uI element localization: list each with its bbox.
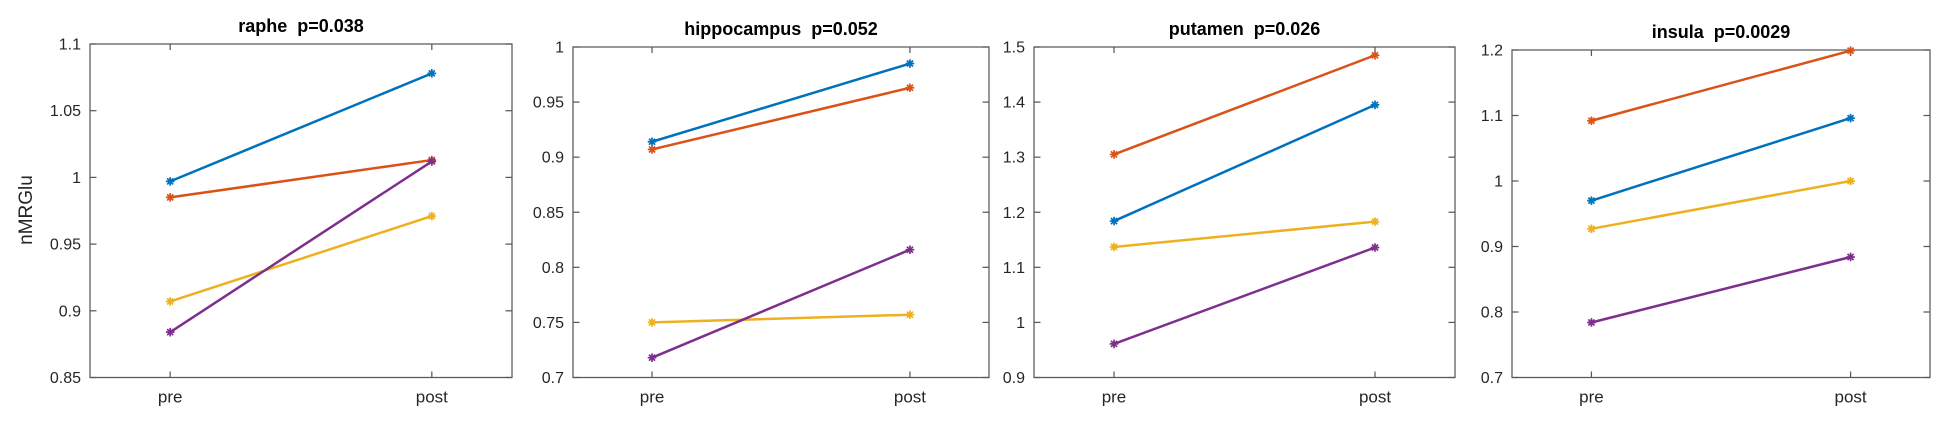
- asterisk-marker-purple-post: [427, 157, 437, 166]
- series-line-yellow: [1112, 220, 1377, 249]
- y-tick-label: 1.05: [50, 103, 81, 120]
- y-tick-label: 0.8: [1481, 305, 1503, 322]
- series-line-purple: [168, 160, 434, 334]
- asterisk-marker-orange-pre: [165, 193, 175, 202]
- y-tick-label: 0.9: [1481, 239, 1503, 256]
- series-line-orange: [1112, 54, 1377, 156]
- y-tick-label: 1.4: [1003, 95, 1025, 112]
- series-line-yellow: [1590, 179, 1852, 231]
- series-line-orange: [650, 86, 912, 151]
- y-tick-label: 0.8: [542, 260, 564, 277]
- y-axis-label: nMRGlu: [16, 175, 37, 245]
- y-tick-label: 1: [1494, 174, 1503, 191]
- y-tick-label: 0.9: [542, 150, 564, 167]
- asterisk-marker-purple-post: [1846, 252, 1855, 262]
- asterisk-marker-blue-post: [1370, 100, 1380, 110]
- y-tick-label: 1.2: [1481, 43, 1503, 60]
- y-tick-label: 0.7: [542, 370, 564, 387]
- asterisk-marker-yellow-post: [1370, 217, 1380, 226]
- axes-box: [89, 43, 513, 379]
- series-line-purple: [1590, 255, 1852, 324]
- asterisk-marker-orange-pre: [1109, 150, 1119, 159]
- series-line-orange: [168, 158, 434, 199]
- x-tick-label: pre: [1102, 388, 1127, 407]
- asterisk-marker-purple-post: [1370, 243, 1380, 252]
- asterisk-marker-blue-pre: [165, 177, 175, 186]
- y-tick-label: 1: [1016, 315, 1025, 332]
- asterisk-marker-blue-pre: [1587, 196, 1596, 205]
- asterisk-marker-yellow-pre: [165, 297, 175, 306]
- asterisk-marker-blue-post: [1846, 113, 1855, 123]
- x-tick-label: pre: [158, 388, 183, 407]
- y-tick-label: 0.75: [533, 315, 564, 332]
- subplot-raphe: 0.85 0.9 0.95 1 1.05 1.1 pre post: [50, 37, 513, 407]
- series-line-purple: [1112, 246, 1377, 346]
- asterisk-marker-purple-pre: [1587, 318, 1596, 327]
- subplot-title-raphe: raphe p=0.038: [238, 16, 364, 36]
- asterisk-marker-blue-pre: [1109, 216, 1119, 226]
- asterisk-marker-blue-pre: [647, 137, 657, 147]
- series-line-yellow: [650, 313, 912, 324]
- asterisk-marker-blue-post: [905, 59, 915, 68]
- y-tick-label: 1.1: [59, 37, 81, 54]
- x-tick-label: post: [894, 388, 926, 407]
- subplot-hippocampus: 0.7 0.75 0.8 0.85 0.9 0.95 1 pre post: [533, 40, 990, 407]
- subplot-title-hippocampus: hippocampus p=0.052: [684, 19, 878, 39]
- y-tick-label: 1: [555, 40, 564, 57]
- series-line-blue: [650, 62, 912, 143]
- asterisk-marker-yellow-post: [427, 211, 437, 221]
- series-line-yellow: [168, 214, 434, 303]
- y-tick-label: 1.1: [1481, 108, 1503, 125]
- series-line-purple: [650, 248, 912, 359]
- subplot-putamen: 0.9 1 1.1 1.2 1.3 1.4 1.5 pre post: [1003, 40, 1456, 407]
- x-tick-label: post: [1835, 388, 1867, 407]
- x-tick-label: post: [1359, 388, 1391, 407]
- y-tick-label: 0.7: [1481, 370, 1503, 387]
- y-tick-label: 1.3: [1003, 150, 1025, 167]
- asterisk-marker-orange-pre: [1587, 116, 1596, 126]
- asterisk-marker-orange-pre: [647, 145, 657, 154]
- y-tick-label: 0.9: [59, 303, 81, 320]
- y-tick-label: 0.95: [50, 237, 81, 254]
- asterisk-marker-purple-pre: [1109, 339, 1119, 349]
- y-tick-label: 1.1: [1003, 260, 1025, 277]
- x-tick-label: pre: [1579, 388, 1604, 407]
- asterisk-marker-orange-post: [1370, 50, 1380, 60]
- asterisk-marker-blue-post: [427, 69, 437, 78]
- asterisk-marker-yellow-post: [1846, 176, 1855, 186]
- asterisk-marker-purple-pre: [647, 353, 657, 362]
- axes-box: [1033, 46, 1456, 379]
- axes-box: [572, 46, 990, 379]
- axes-box: [1511, 49, 1931, 379]
- subplot-insula: 0.7 0.8 0.9 1 1.1 1.2 pre post: [1481, 43, 1931, 407]
- asterisk-marker-orange-post: [1846, 46, 1855, 55]
- series-line-blue: [1590, 116, 1852, 202]
- y-tick-label: 1: [72, 170, 81, 187]
- series-line-orange: [1590, 49, 1852, 122]
- y-tick-label: 1.2: [1003, 205, 1025, 222]
- y-tick-label: 0.9: [1003, 370, 1025, 387]
- asterisk-marker-yellow-pre: [647, 318, 657, 327]
- series-line-blue: [168, 72, 434, 183]
- y-tick-label: 0.95: [533, 95, 564, 112]
- subplot-title-putamen: putamen p=0.026: [1168, 19, 1321, 39]
- asterisk-marker-yellow-pre: [1587, 224, 1596, 234]
- x-tick-label: post: [416, 388, 448, 407]
- y-tick-label: 1.5: [1003, 40, 1025, 57]
- series-line-blue: [1112, 103, 1377, 223]
- asterisk-marker-purple-post: [905, 245, 915, 255]
- asterisk-marker-orange-post: [905, 83, 915, 93]
- x-tick-label: pre: [640, 388, 665, 407]
- asterisk-marker-yellow-pre: [1109, 242, 1119, 252]
- y-tick-label: 0.85: [533, 205, 564, 222]
- y-tick-label: 0.85: [50, 370, 81, 387]
- subplot-title-insula: insula p=0.0029: [1651, 22, 1791, 42]
- asterisk-marker-yellow-post: [905, 310, 915, 320]
- asterisk-marker-purple-pre: [165, 327, 175, 337]
